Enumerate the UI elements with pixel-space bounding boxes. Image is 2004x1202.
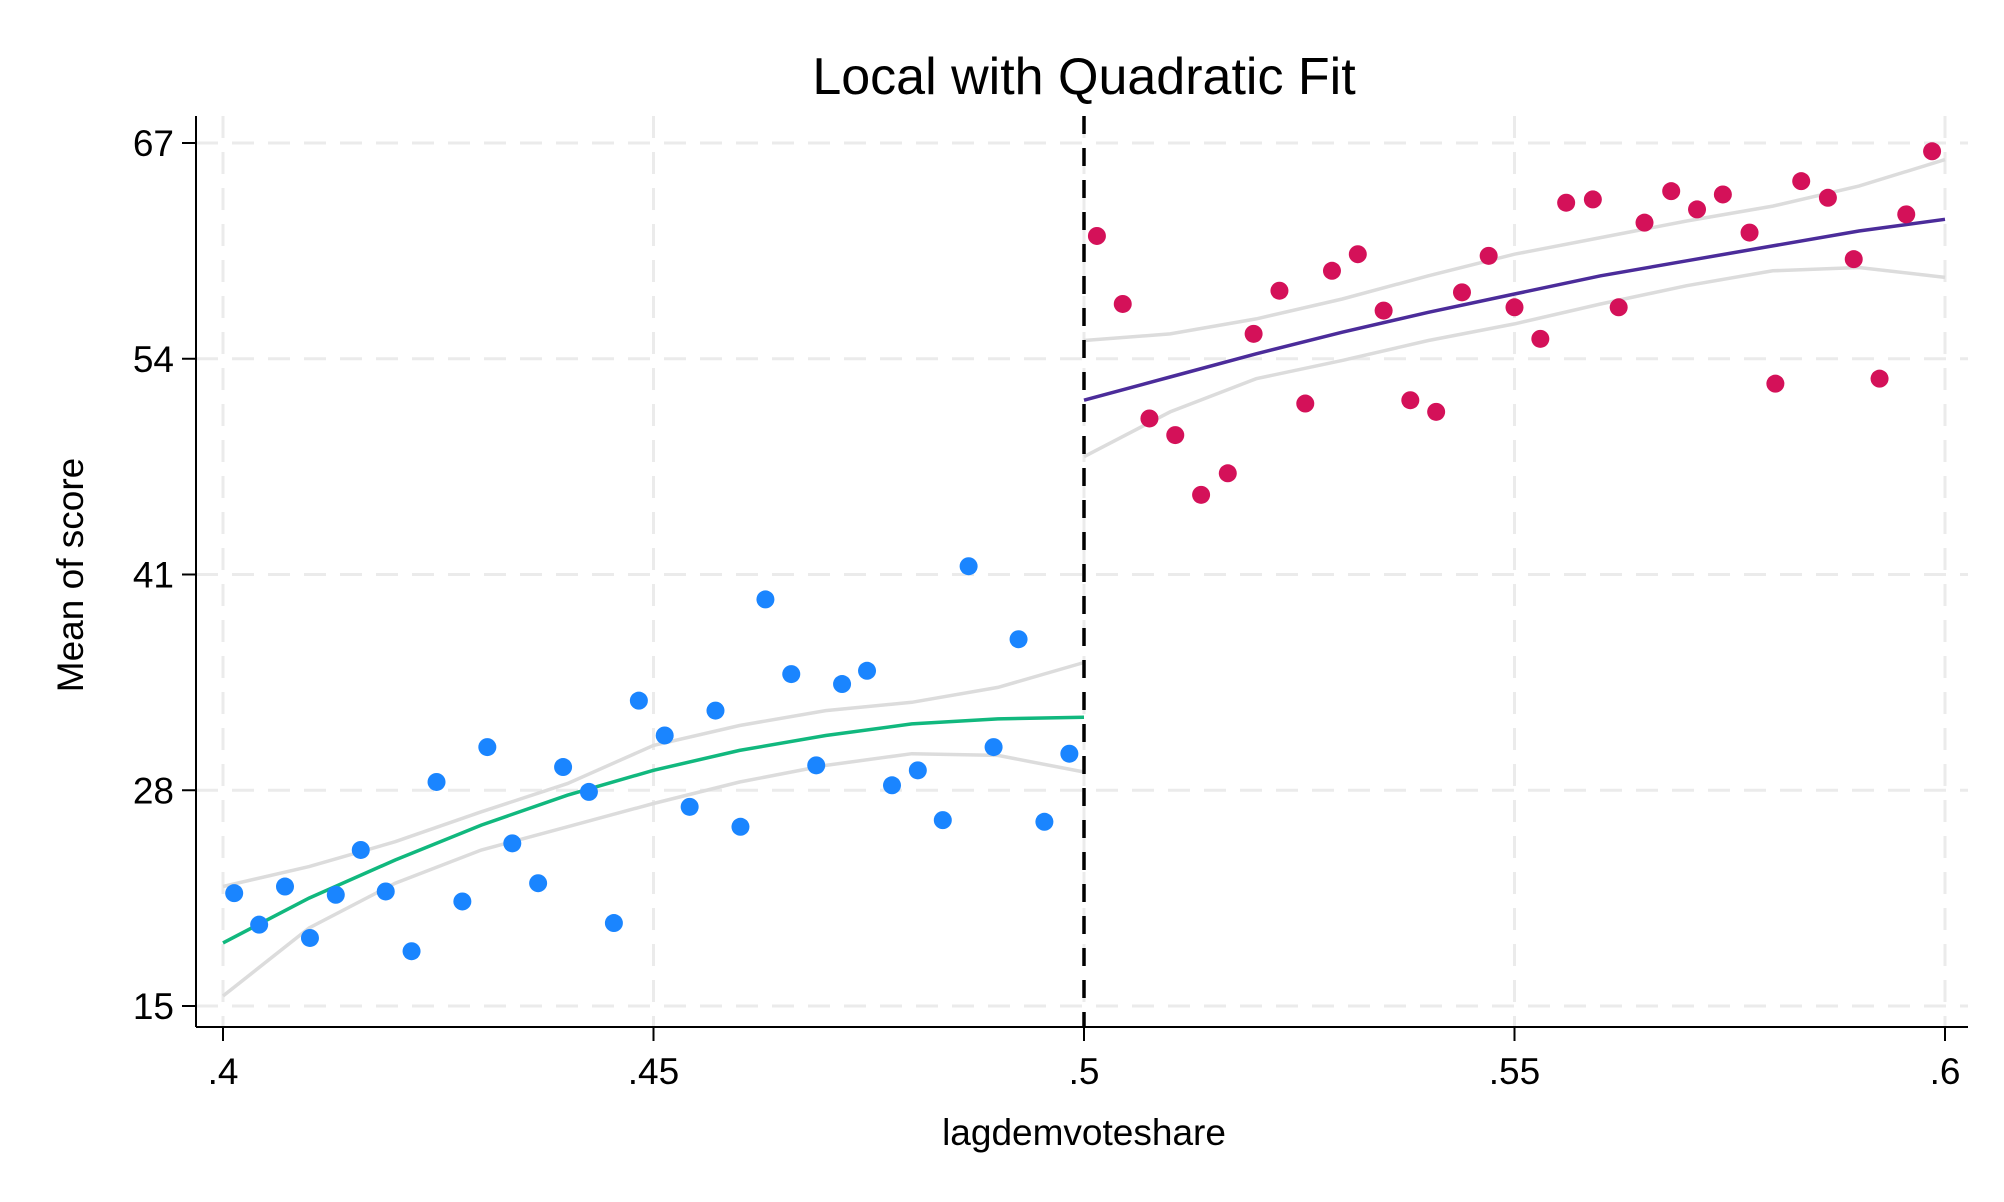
left-data-point [402,942,421,961]
axes: .4 .45 .5 .55 .6 15 28 41 54 67 [133,116,1968,1092]
right-data-point [1270,281,1289,300]
x-tick-label: .4 [208,1051,239,1092]
left-data-point [882,776,901,795]
right-data-point [1688,200,1707,219]
y-tick-label: 54 [133,339,174,380]
x-tick-label: .55 [1489,1051,1540,1092]
right-data-point [1583,190,1602,209]
left-data-point [933,811,952,830]
left-data-point [629,691,648,710]
right-data-point [1427,402,1446,421]
right-data-point [1870,369,1889,388]
right-data-point [1452,283,1471,302]
y-tick-label: 15 [133,986,174,1027]
right-data-point [1609,298,1628,317]
scatter-points [225,142,1942,961]
right-ci-upper [1083,157,1946,343]
x-tick-label: .6 [1930,1051,1961,1092]
left-data-point [807,756,826,775]
left-data-point [604,914,623,933]
right-data-point [1766,374,1785,393]
left-data-point [1060,744,1079,763]
right-data-point [1713,185,1732,204]
left-data-point [1035,812,1054,831]
left-data-point [680,797,699,816]
right-data-point [1218,464,1237,483]
left-data-point [351,840,370,859]
left-data-point [756,590,775,609]
left-data-point [984,738,1003,757]
left-data-point [453,892,472,911]
right-data-point [1662,182,1681,201]
right-data-point [1557,193,1576,212]
right-data-point [1531,329,1550,348]
right-data-point [1923,142,1942,161]
right-ci-lower [1083,265,1946,459]
right-data-point [1113,294,1132,313]
right-data-point [1818,188,1837,207]
x-tick-label: .5 [1069,1051,1100,1092]
left-ci-lower [221,751,1085,998]
right-data-point [1635,213,1654,232]
left-data-point [503,834,522,853]
right-data-point [1166,426,1185,445]
right-data-point [1244,324,1263,343]
right-data-point [1401,391,1420,410]
left-data-point [908,761,927,780]
x-axis-label: lagdemvoteshare [942,1112,1226,1153]
left-fit-line [222,715,1085,945]
right-data-point [1374,301,1393,320]
right-data-point [1505,298,1524,317]
left-data-point [833,675,852,694]
left-data-point [959,557,978,576]
right-data-point [1192,485,1211,504]
left-data-point [554,758,573,777]
right-data-point [1740,223,1759,242]
right-data-point [1296,394,1315,413]
right-data-point [1348,245,1367,264]
left-data-point [731,817,750,836]
y-tick-label: 41 [133,555,174,596]
left-data-point [225,884,244,903]
left-data-point [706,701,725,720]
left-data-point [275,877,294,896]
left-data-point [250,915,269,934]
left-data-point [782,665,801,684]
right-data-point [1792,172,1811,191]
left-data-point [427,772,446,791]
right-data-point [1844,250,1863,269]
left-data-point [655,726,674,745]
left-data-point [529,874,548,893]
grid [196,116,1968,1027]
right-data-point [1087,226,1106,245]
left-data-point [376,882,395,901]
chart-title: Local with Quadratic Fit [812,48,1356,106]
right-fit-line [1083,217,1946,402]
left-data-point [300,928,319,947]
left-data-point [1009,630,1028,649]
right-data-point [1140,409,1159,428]
y-tick-label: 67 [133,123,174,164]
right-data-point [1479,246,1498,265]
left-data-point [858,661,877,680]
y-axis-label: Mean of score [50,458,91,692]
fit-lines [222,217,1946,945]
left-data-point [478,738,497,757]
x-tick-label: .45 [628,1051,679,1092]
left-data-point [326,885,345,904]
left-data-point [579,782,598,801]
y-tick-label: 28 [133,770,174,811]
right-data-point [1897,205,1916,224]
right-data-point [1322,261,1341,280]
